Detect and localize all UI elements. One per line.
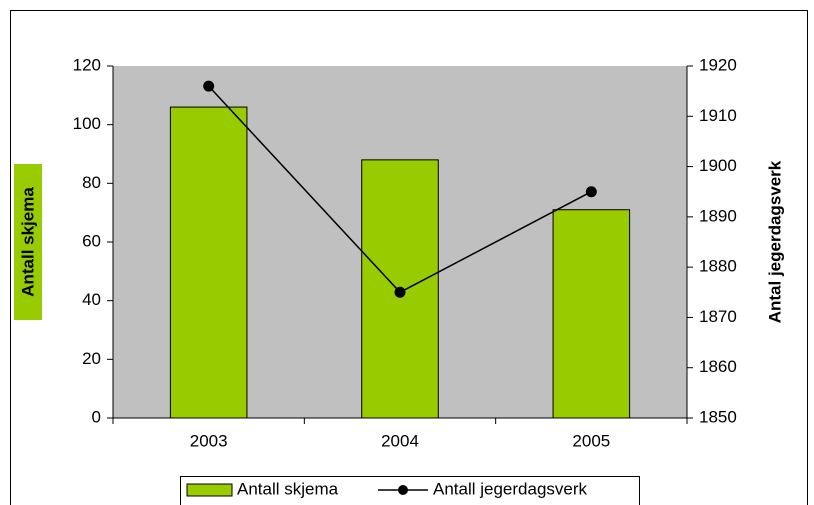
x-tick-label: 2005	[572, 431, 610, 450]
bar	[552, 209, 631, 419]
y2-tick-label: 1860	[699, 357, 737, 376]
line-marker	[203, 80, 215, 92]
line-marker	[394, 286, 406, 298]
y-label-bg	[14, 164, 42, 320]
legend-swatch	[186, 483, 233, 497]
y2-tick-label: 1910	[699, 106, 737, 125]
y2-tick-label: 1880	[699, 257, 737, 276]
legend-label: Antall skjema	[237, 479, 339, 498]
bar	[169, 106, 248, 419]
y2-tick-label: 1920	[699, 55, 737, 74]
y-tick-label: 120	[73, 55, 101, 74]
y-axis-label: Antall skjema	[18, 187, 37, 297]
y-tick-label: 100	[73, 114, 101, 133]
y2-tick-label: 1850	[699, 407, 737, 426]
y-tick-label: 80	[82, 173, 101, 192]
legend-marker	[398, 485, 408, 495]
y-tick-label: 20	[82, 349, 101, 368]
y2-axis-label: Antal jegerdagsverk	[765, 160, 784, 323]
x-tick-label: 2004	[381, 431, 419, 450]
y2-tick-label: 1900	[699, 156, 737, 175]
legend-label: Antall jegerdagsverk	[433, 479, 588, 498]
y-tick-label: 40	[82, 290, 101, 309]
y-tick-label: 0	[92, 407, 101, 426]
x-tick-label: 2003	[190, 431, 228, 450]
line-marker	[585, 186, 597, 198]
y2-tick-label: 1890	[699, 206, 737, 225]
y-tick-label: 60	[82, 231, 101, 250]
y2-tick-label: 1870	[699, 307, 737, 326]
